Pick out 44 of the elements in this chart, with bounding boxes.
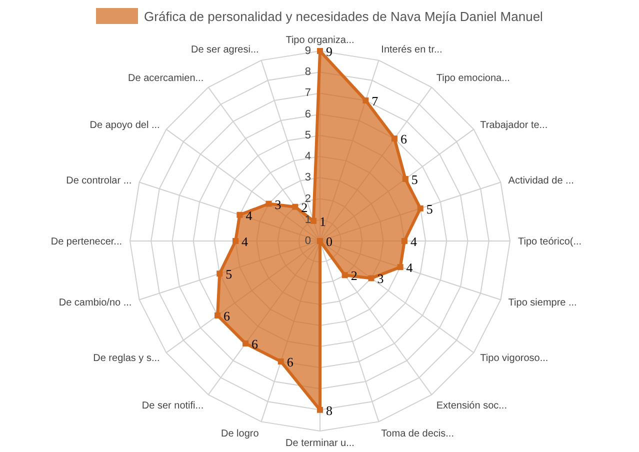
data-label: 4 [246, 208, 253, 223]
spoke-label: Actividad de ... [508, 175, 574, 186]
data-label: 7 [372, 93, 379, 108]
y-tick-label: 4 [304, 150, 311, 163]
spoke-label: Tipo emociona... [436, 72, 510, 84]
y-tick-label: 8 [304, 66, 311, 78]
y-tick-label: 0 [326, 234, 332, 249]
data-label: 5 [226, 266, 232, 282]
spoke-label: De pertenecer... [50, 236, 122, 248]
y-tick-label: 1 [319, 214, 326, 229]
data-label: 6 [224, 308, 231, 324]
spoke-label: De logro [221, 428, 260, 440]
data-label: 5 [426, 201, 433, 216]
y-tick-label: 3 [304, 172, 311, 184]
spoke-label: Tipo organiza... [286, 35, 354, 46]
spoke-label: De controlar ... [66, 175, 132, 186]
y-tick-label: 6 [304, 108, 311, 120]
spoke-label: Extensión soc... [436, 400, 507, 412]
spoke-label: De ser notifi... [142, 400, 204, 412]
y-tick-label: 9 [326, 44, 332, 59]
spoke-label: Toma de decis... [381, 428, 454, 440]
y-tick-label: 5 [304, 129, 311, 142]
spoke-label: Tipo teórico(... [518, 236, 582, 248]
spoke-label: De terminar u... [286, 438, 354, 450]
spoke-label: De reglas y s... [93, 352, 160, 364]
spoke-label: Trabajador te... [480, 120, 548, 132]
data-label: 6 [400, 132, 408, 147]
y-tick-label: 7 [304, 87, 311, 100]
data-label: 4 [406, 260, 414, 276]
data-label: 6 [252, 336, 259, 352]
y-tick-label: 2 [304, 192, 311, 205]
spoke-label: Tipo siempre ... [508, 298, 577, 309]
spoke-label: Tipo vigoroso... [480, 352, 548, 364]
data-label: 3 [377, 271, 384, 286]
data-label: 5 [411, 172, 418, 187]
spoke-label: De acercamien... [128, 72, 204, 84]
spoke-label: De ser agresi... [191, 44, 259, 56]
data-label: 6 [286, 354, 294, 370]
spoke-label: Interés en tr... [381, 44, 442, 56]
data-label: 4 [410, 234, 418, 249]
spoke-label: De apoyo del ... [90, 120, 160, 132]
spoke-label: De cambio/no ... [58, 298, 132, 309]
legend-label: Gráfica de personalidad y necesidades de Nava Mejía Daniel Manuel [144, 8, 543, 24]
data-label: 4 [242, 234, 249, 249]
